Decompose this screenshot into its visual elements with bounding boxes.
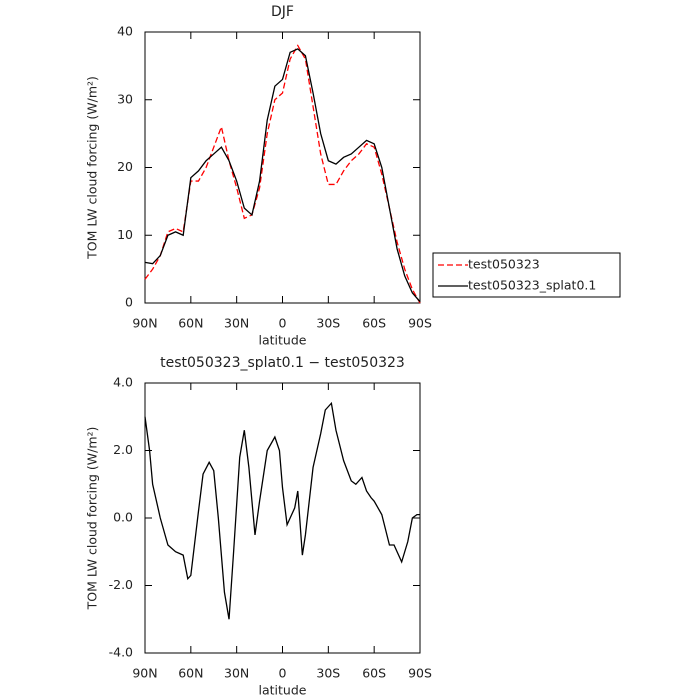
y-tick-label: 0.0 <box>113 510 133 525</box>
x-tick-label: 90N <box>132 316 157 331</box>
chart-title: test050323_splat0.1 − test050323 <box>160 355 405 371</box>
x-tick-label: 0 <box>279 666 287 681</box>
legend-box <box>432 252 621 298</box>
x-tick-label: 60S <box>362 666 386 681</box>
plot-frame <box>144 382 421 654</box>
y-tick-label: 0 <box>125 295 133 310</box>
x-tick-label: 90S <box>408 316 432 331</box>
y-tick-label: 20 <box>117 159 133 174</box>
x-tick-label: 90S <box>408 666 432 681</box>
data-line <box>144 48 421 303</box>
y-axis-label: TOM LW cloud forcing (W/m²) <box>85 427 100 611</box>
x-tick-label: 60N <box>178 316 203 331</box>
x-tick-label: 30S <box>316 666 340 681</box>
y-tick-label: -2.0 <box>109 577 133 592</box>
y-tick-label: -4.0 <box>109 645 133 660</box>
data-line <box>144 44 421 304</box>
y-tick-label: 40 <box>117 24 133 39</box>
data-line <box>144 401 420 620</box>
y-tick-label: 30 <box>117 91 133 106</box>
y-axis-label: TOM LW cloud forcing (W/m²) <box>85 76 100 260</box>
x-axis-label: latitude <box>259 683 307 698</box>
y-tick-label: 10 <box>117 227 133 242</box>
x-tick-label: 90N <box>132 666 157 681</box>
x-tick-label: 60N <box>178 666 203 681</box>
legend-label: test050323_splat0.1 <box>468 278 596 293</box>
x-tick-label: 0 <box>279 316 287 331</box>
x-tick-label: 60S <box>362 316 386 331</box>
x-tick-label: 30N <box>224 316 249 331</box>
x-tick-label: 30N <box>224 666 249 681</box>
plot-frame <box>144 31 421 304</box>
x-tick-label: 30S <box>316 316 340 331</box>
x-axis-label: latitude <box>259 333 307 348</box>
chart-title: DJF <box>271 4 294 20</box>
y-tick-label: 4.0 <box>113 375 133 390</box>
y-tick-label: 2.0 <box>113 442 133 457</box>
legend-label: test050323 <box>468 257 540 272</box>
